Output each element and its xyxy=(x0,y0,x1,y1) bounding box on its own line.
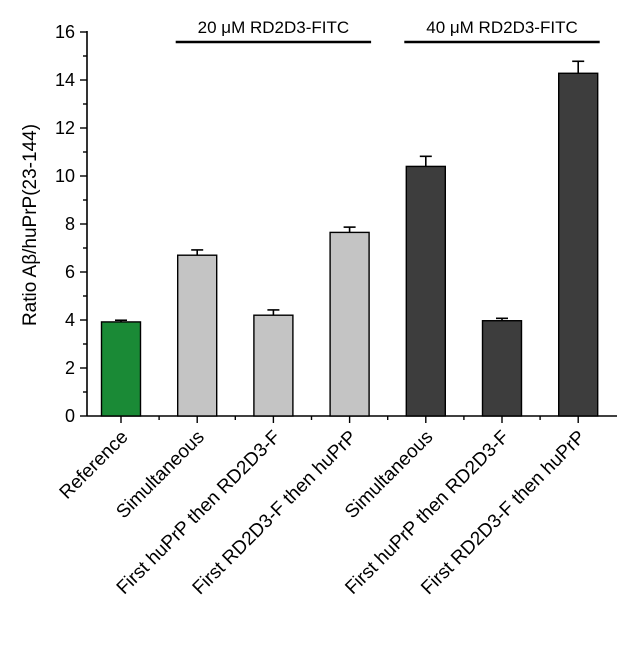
bar xyxy=(329,231,370,417)
plot-area: 0246810121416ReferenceSimultaneousFirst … xyxy=(55,18,617,599)
bar xyxy=(176,254,218,417)
bar xyxy=(100,321,142,417)
y-tick-label: 10 xyxy=(55,166,75,186)
category-label: First RD2D3-F then huPrP xyxy=(189,427,361,599)
y-axis-label: Ratio Aβ/huPrP(23-144) xyxy=(20,124,41,326)
y-tick-label: 0 xyxy=(65,406,75,426)
y-tick-label: 2 xyxy=(65,358,75,378)
bar xyxy=(253,314,294,417)
y-tick-label: 6 xyxy=(65,262,75,282)
y-tick-label: 4 xyxy=(65,310,75,330)
bar xyxy=(558,72,599,417)
group-label: 40 μM RD2D3-FITC xyxy=(426,18,577,37)
bar xyxy=(405,165,446,417)
category-label: Reference xyxy=(56,427,133,504)
bar xyxy=(481,320,523,417)
group-label: 20 μM RD2D3-FITC xyxy=(198,18,349,37)
y-tick-label: 16 xyxy=(55,22,75,42)
category-label: First RD2D3-F then huPrP xyxy=(417,427,589,599)
y-tick-label: 14 xyxy=(55,70,75,90)
y-tick-label: 8 xyxy=(65,214,75,234)
y-tick-label: 12 xyxy=(55,118,75,138)
